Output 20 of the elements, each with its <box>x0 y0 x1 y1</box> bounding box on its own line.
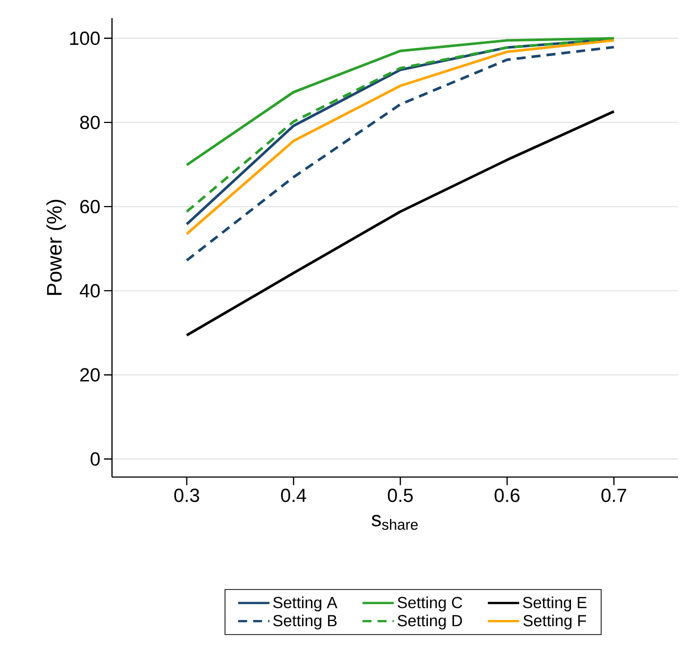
y-tick-label: 0 <box>90 452 100 466</box>
y-tick-label: 100 <box>70 32 100 46</box>
x-tick-label: 0.7 <box>601 488 626 502</box>
legend-label: Setting F <box>523 614 586 630</box>
x-tick-label: 0.5 <box>388 488 413 502</box>
x-tick-label: 0.4 <box>281 488 306 502</box>
legend-label: Setting B <box>273 614 337 630</box>
line-series <box>185 110 616 337</box>
y-tick-label: 60 <box>80 200 100 214</box>
x-tick-label: 0.3 <box>174 488 200 502</box>
x-axis-title: s$_{share}$ <box>372 514 418 530</box>
legend-label: Setting D <box>398 614 462 630</box>
y-tick-label: 20 <box>80 368 100 382</box>
x-tick-label: 0.6 <box>494 488 520 502</box>
y-tick-label: 80 <box>80 116 100 130</box>
legend-label: Setting E <box>522 596 586 612</box>
legend-label: Setting A <box>273 596 338 612</box>
legend-label: Setting C <box>398 596 462 612</box>
y-axis-title: Power (%) <box>46 200 66 295</box>
y-tick-label: 40 <box>80 284 100 298</box>
